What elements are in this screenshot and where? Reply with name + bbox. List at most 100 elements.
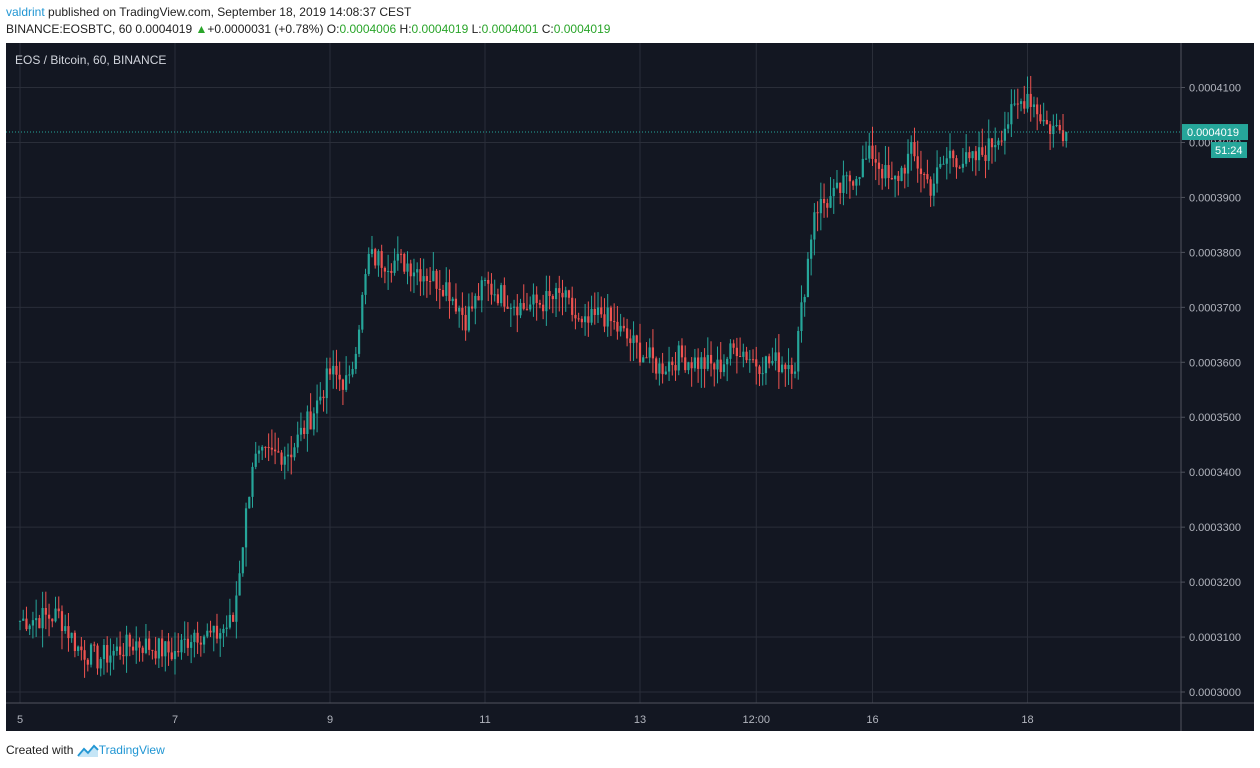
candle-body xyxy=(280,452,283,465)
candle-body xyxy=(955,158,958,168)
candle-body xyxy=(483,279,487,281)
candle-body xyxy=(441,289,445,296)
candle-body xyxy=(354,353,357,370)
candle-body xyxy=(496,294,500,304)
candle-body xyxy=(370,249,374,254)
candle-body xyxy=(632,335,635,344)
candle-body xyxy=(361,294,364,330)
price-change: +0.0000031 (+0.78%) xyxy=(207,22,324,36)
x-axis-tick-label: 9 xyxy=(327,714,333,726)
candle-body xyxy=(577,318,580,320)
candle-body xyxy=(1010,104,1013,125)
candle-body xyxy=(154,650,157,659)
candle-body xyxy=(848,175,851,182)
candle-body xyxy=(274,449,277,452)
candle-body xyxy=(929,179,932,196)
candle-body xyxy=(622,325,625,329)
candle-body xyxy=(374,249,377,266)
candle-body xyxy=(551,295,554,300)
candle-body xyxy=(477,295,480,301)
y-axis-tick-label: 0.0003100 xyxy=(1189,632,1241,644)
candle-body xyxy=(858,177,861,179)
price-chart[interactable]: 0.00041000.00040000.00039000.00038000.00… xyxy=(6,43,1254,731)
candle-body xyxy=(341,379,345,390)
candle-body xyxy=(309,411,312,430)
candle-body xyxy=(367,253,370,275)
candle-body xyxy=(96,645,99,669)
candle-body xyxy=(561,292,564,298)
candle-body xyxy=(28,625,31,630)
candle-body xyxy=(299,427,303,435)
candle-body xyxy=(173,650,177,660)
candle-body xyxy=(548,291,551,296)
candle-body xyxy=(102,645,106,660)
candle-body xyxy=(60,611,64,632)
candle-body xyxy=(965,152,968,164)
candle-body xyxy=(77,646,80,652)
candle-body xyxy=(768,356,771,364)
candle-body xyxy=(661,363,664,375)
open-label: O: xyxy=(326,22,340,36)
candle-body xyxy=(160,638,164,657)
candle-body xyxy=(822,199,826,204)
candle-body xyxy=(852,181,855,186)
close-label: C: xyxy=(541,22,554,36)
candle-body xyxy=(690,362,693,369)
tradingview-logo-icon xyxy=(76,744,99,757)
candle-body xyxy=(961,163,965,168)
candle-body xyxy=(264,446,267,448)
candle-body xyxy=(509,307,512,309)
candle-body xyxy=(984,154,987,161)
candle-body xyxy=(357,329,361,354)
candle-body xyxy=(535,294,538,303)
candle-body xyxy=(945,158,948,164)
candle-body xyxy=(981,147,984,155)
candle-body xyxy=(202,636,206,645)
tradingview-brand-link[interactable]: TradingView xyxy=(98,743,165,757)
candle-body xyxy=(645,357,648,359)
candle-body xyxy=(119,646,122,655)
candle-body xyxy=(112,650,115,656)
candle-body xyxy=(80,646,83,651)
candle-body xyxy=(968,152,971,159)
candle-body xyxy=(512,306,516,308)
candle-body xyxy=(67,626,70,639)
candle-body xyxy=(474,295,477,309)
candle-body xyxy=(228,614,231,628)
candle-body xyxy=(73,632,76,652)
candle-body xyxy=(364,274,367,295)
candle-body xyxy=(270,447,273,450)
candle-body xyxy=(835,182,839,188)
candle-body xyxy=(932,183,935,196)
candle-body xyxy=(564,290,567,298)
candle-body xyxy=(1052,125,1055,135)
candle-body xyxy=(312,413,315,430)
candle-body xyxy=(684,357,687,371)
candle-body xyxy=(803,296,806,303)
candle-body xyxy=(525,308,529,310)
candle-body xyxy=(89,644,93,665)
candle-body xyxy=(674,365,677,371)
candle-body xyxy=(816,212,819,214)
candle-body xyxy=(315,400,319,414)
candle-body xyxy=(897,175,900,181)
candle-body xyxy=(38,618,41,629)
candle-body xyxy=(884,165,887,179)
candle-body xyxy=(742,351,745,357)
author-link[interactable]: valdrint xyxy=(6,5,45,19)
candle-body xyxy=(416,269,419,273)
last-price-badge xyxy=(1182,124,1248,141)
candle-body xyxy=(177,650,180,653)
candle-body xyxy=(409,263,412,277)
open-value: 0.0004006 xyxy=(339,22,397,36)
candle-body xyxy=(277,451,280,453)
y-axis-tick-label: 0.0003400 xyxy=(1189,467,1241,479)
chart-panel[interactable]: 0.00041000.00040000.00039000.00038000.00… xyxy=(6,43,1254,731)
candle-body xyxy=(390,270,393,273)
candle-body xyxy=(148,638,151,650)
candle-body xyxy=(41,607,44,629)
candle-body xyxy=(538,302,541,305)
candle-body xyxy=(303,427,306,434)
close-value: 0.0004019 xyxy=(553,22,611,36)
publish-info: published on TradingView.com, September … xyxy=(48,5,412,19)
